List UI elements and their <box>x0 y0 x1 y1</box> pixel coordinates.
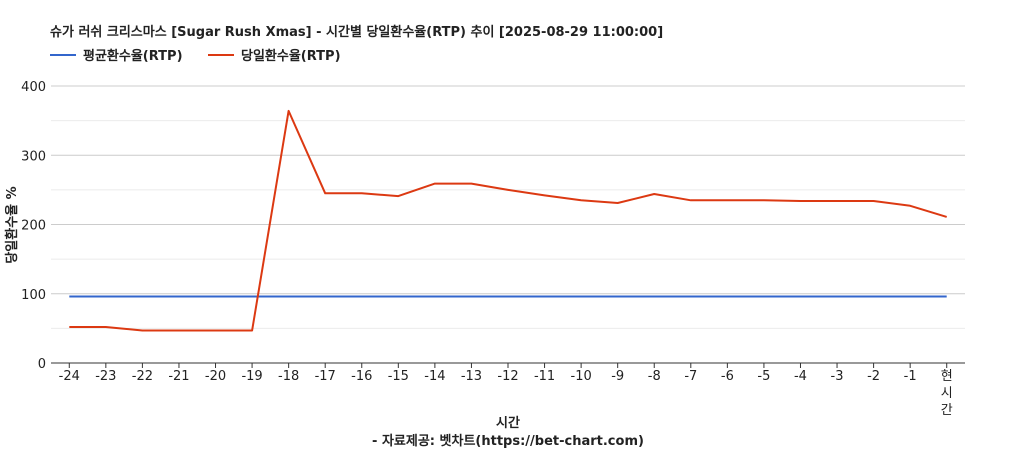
x-axis-title: 시간 <box>496 415 520 431</box>
daily-rtp-point[interactable] <box>139 327 145 333</box>
y-tick-label: 0 <box>38 357 46 372</box>
average-rtp-point[interactable] <box>724 294 730 300</box>
average-rtp-point[interactable] <box>688 294 694 300</box>
legend: 평균환수율(RTP) 당일환수율(RTP) <box>50 48 341 64</box>
series-layer <box>66 108 950 333</box>
average-rtp-point[interactable] <box>176 294 182 300</box>
x-tick-label: -7 <box>684 369 697 384</box>
grid-lines <box>51 85 965 329</box>
x-tick-label: -10 <box>571 369 592 384</box>
daily-rtp-point[interactable] <box>103 324 109 330</box>
daily-rtp-point[interactable] <box>542 192 548 198</box>
daily-rtp-point[interactable] <box>944 214 950 220</box>
x-tick-label: -24 <box>59 369 80 384</box>
average-rtp-point[interactable] <box>395 294 401 300</box>
x-tick-label: -13 <box>461 369 482 384</box>
x-tick-label: -9 <box>611 369 624 384</box>
x-tick-label: -12 <box>497 369 518 384</box>
daily-rtp-point[interactable] <box>688 197 694 203</box>
average-rtp-point[interactable] <box>944 294 950 300</box>
average-rtp-point[interactable] <box>359 294 365 300</box>
average-rtp-point[interactable] <box>286 294 292 300</box>
x-tick-label: -17 <box>315 369 336 384</box>
average-rtp-point[interactable] <box>139 294 145 300</box>
x-tick-label: -21 <box>168 369 189 384</box>
average-rtp-point[interactable] <box>213 294 219 300</box>
daily-rtp-point[interactable] <box>761 197 767 203</box>
daily-rtp-point[interactable] <box>505 187 511 193</box>
x-tick-label: -22 <box>132 369 153 384</box>
daily-rtp-point[interactable] <box>468 181 474 187</box>
y-tick-label: 100 <box>21 288 46 303</box>
daily-rtp-point[interactable] <box>578 197 584 203</box>
y-tick-label: 400 <box>21 80 46 95</box>
daily-rtp-point[interactable] <box>724 197 730 203</box>
daily-rtp-point[interactable] <box>359 190 365 196</box>
x-tick-label: -8 <box>648 369 661 384</box>
x-tick-label: -20 <box>205 369 226 384</box>
daily-rtp-point[interactable] <box>286 108 292 114</box>
average-rtp-point[interactable] <box>103 294 109 300</box>
y-axis-ticks: 0 100 200 300 400 <box>21 80 46 372</box>
daily-rtp-point[interactable] <box>176 327 182 333</box>
x-tick-label: -2 <box>867 369 880 384</box>
daily-rtp-point[interactable] <box>797 198 803 204</box>
x-tick-label: -5 <box>757 369 770 384</box>
average-rtp-point[interactable] <box>249 294 255 300</box>
data-source-credit: - 자료제공: 벳차트(https://bet-chart.com) <box>372 433 644 449</box>
y-axis-title: 당일환수율 % <box>4 186 20 263</box>
x-tick-label: -18 <box>278 369 299 384</box>
x-tick-label: -11 <box>534 369 555 384</box>
x-axis-ticks: -24 -23 -22 -21 -20 -19 -18 -17 -16 -15 -14 -13 -12 -… <box>51 362 965 418</box>
average-rtp-point[interactable] <box>468 294 474 300</box>
x-tick-label: -23 <box>95 369 116 384</box>
daily-rtp-point[interactable] <box>249 327 255 333</box>
y-tick-label: 200 <box>21 219 46 234</box>
legend-label-average-rtp[interactable]: 평균환수율(RTP) <box>83 48 183 64</box>
daily-rtp-point[interactable] <box>322 190 328 196</box>
average-rtp-point[interactable] <box>615 294 621 300</box>
average-rtp-point[interactable] <box>578 294 584 300</box>
x-tick-label: -19 <box>241 369 262 384</box>
x-tick-label: -16 <box>351 369 372 384</box>
average-rtp-point[interactable] <box>542 294 548 300</box>
average-rtp-point[interactable] <box>66 294 72 300</box>
daily-rtp-point[interactable] <box>395 193 401 199</box>
x-tick-label: -4 <box>794 369 807 384</box>
daily-rtp-point[interactable] <box>66 324 72 330</box>
daily-rtp-point[interactable] <box>651 191 657 197</box>
daily-rtp-line[interactable] <box>69 109 947 332</box>
average-rtp-point[interactable] <box>797 294 803 300</box>
average-rtp-point[interactable] <box>761 294 767 300</box>
average-rtp-point[interactable] <box>432 294 438 300</box>
daily-rtp-point[interactable] <box>615 200 621 206</box>
average-rtp-point[interactable] <box>871 294 877 300</box>
daily-rtp-point[interactable] <box>871 198 877 204</box>
x-tick-label: -1 <box>904 369 917 384</box>
average-rtp-point[interactable] <box>322 294 328 300</box>
daily-rtp-point[interactable] <box>834 198 840 204</box>
average-rtp-point[interactable] <box>907 294 913 300</box>
daily-rtp-point[interactable] <box>907 203 913 209</box>
daily-rtp-point[interactable] <box>213 327 219 333</box>
legend-label-daily-rtp[interactable]: 당일환수율(RTP) <box>241 48 341 64</box>
average-rtp-point[interactable] <box>834 294 840 300</box>
chart-title: 슈가 러쉬 크리스마스 [Sugar Rush Xmas] - 시간별 당일환수… <box>50 24 663 40</box>
daily-rtp-point[interactable] <box>432 181 438 187</box>
average-rtp-point[interactable] <box>505 294 511 300</box>
y-tick-label: 300 <box>21 149 46 164</box>
x-tick-label: -3 <box>831 369 844 384</box>
x-tick-label: -14 <box>424 369 445 384</box>
x-tick-label: -15 <box>388 369 409 384</box>
x-tick-label: -6 <box>721 369 734 384</box>
average-rtp-point[interactable] <box>651 294 657 300</box>
